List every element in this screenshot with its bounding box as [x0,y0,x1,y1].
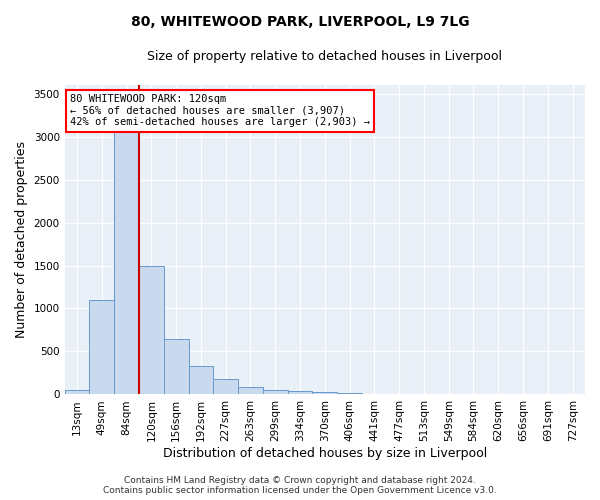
Bar [139,266,164,394]
Title: Size of property relative to detached houses in Liverpool: Size of property relative to detached ho… [148,50,502,63]
Bar [337,392,362,394]
Bar [238,386,263,394]
Bar [188,366,214,394]
Bar [89,300,114,394]
Bar [114,102,139,395]
Bar [287,391,313,394]
Bar [65,390,89,394]
Bar [164,338,188,394]
Text: 80, WHITEWOOD PARK, LIVERPOOL, L9 7LG: 80, WHITEWOOD PARK, LIVERPOOL, L9 7LG [131,15,469,29]
Y-axis label: Number of detached properties: Number of detached properties [15,141,28,338]
X-axis label: Distribution of detached houses by size in Liverpool: Distribution of detached houses by size … [163,447,487,460]
Bar [214,380,238,394]
Bar [263,390,287,394]
Bar [313,392,337,394]
Text: 80 WHITEWOOD PARK: 120sqm
← 56% of detached houses are smaller (3,907)
42% of se: 80 WHITEWOOD PARK: 120sqm ← 56% of detac… [70,94,370,128]
Text: Contains HM Land Registry data © Crown copyright and database right 2024.
Contai: Contains HM Land Registry data © Crown c… [103,476,497,495]
